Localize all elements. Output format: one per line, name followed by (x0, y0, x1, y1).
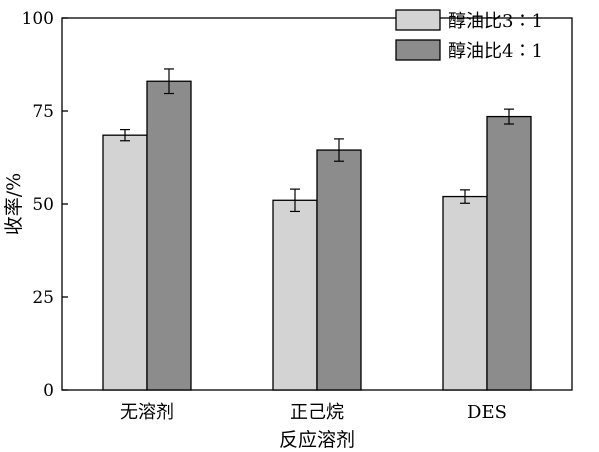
legend-item: 醇油比4∶1 (395, 39, 543, 62)
y-tick-label: 50 (32, 195, 54, 215)
legend-label: 醇油比3∶1 (448, 11, 543, 32)
error-bar (334, 138, 344, 162)
error-bar (164, 68, 174, 95)
legend-label: 醇油比4∶1 (448, 41, 543, 62)
error-bar (120, 129, 130, 142)
bar (102, 134, 148, 391)
error-bar (290, 188, 300, 213)
legend: 醇油比3∶1 醇油比4∶1 (395, 9, 543, 62)
bar (442, 195, 488, 391)
legend-swatch (395, 39, 441, 61)
x-tick-label: 正己烷 (290, 402, 344, 423)
bar (146, 80, 192, 391)
y-tick-label: 75 (32, 102, 54, 122)
x-axis-label: 反应溶剂 (279, 429, 355, 451)
y-axis-label: 收率/% (3, 173, 25, 235)
legend-item: 醇油比3∶1 (395, 9, 543, 32)
bar (486, 115, 532, 391)
y-tick-label: 25 (32, 288, 54, 308)
y-tick-label: 100 (22, 9, 54, 29)
error-bar (504, 108, 514, 125)
bars (102, 68, 532, 391)
y-tick-label: 0 (43, 381, 54, 401)
bar (272, 199, 318, 391)
x-tick-label: DES (467, 402, 507, 423)
error-bar (460, 189, 470, 204)
legend-swatch (395, 9, 441, 31)
x-tick-label: 无溶剂 (120, 402, 174, 423)
bar (316, 149, 362, 391)
